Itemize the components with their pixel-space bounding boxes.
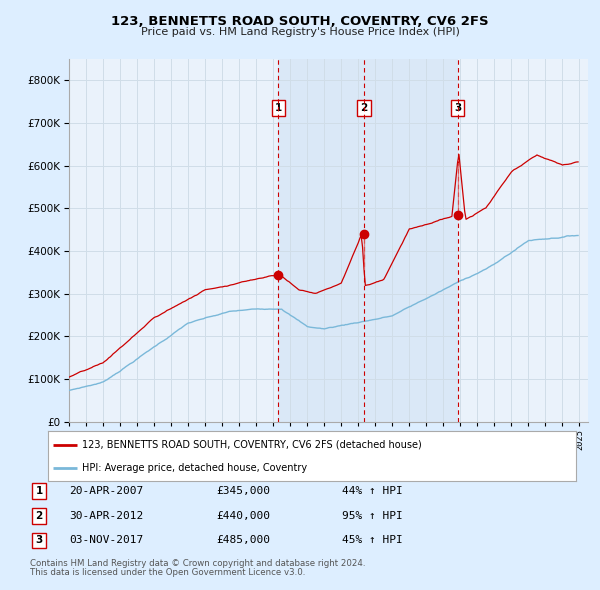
- Text: 44% ↑ HPI: 44% ↑ HPI: [342, 486, 403, 496]
- Text: 123, BENNETTS ROAD SOUTH, COVENTRY, CV6 2FS (detached house): 123, BENNETTS ROAD SOUTH, COVENTRY, CV6 …: [82, 440, 422, 450]
- Text: 1: 1: [35, 486, 43, 496]
- Text: 2: 2: [35, 511, 43, 520]
- Bar: [278, 59, 458, 422]
- Text: HPI: Average price, detached house, Coventry: HPI: Average price, detached house, Cove…: [82, 463, 307, 473]
- Text: Price paid vs. HM Land Registry's House Price Index (HPI): Price paid vs. HM Land Registry's House …: [140, 27, 460, 37]
- Text: Contains HM Land Registry data © Crown copyright and database right 2024.: Contains HM Land Registry data © Crown c…: [30, 559, 365, 568]
- Text: 95% ↑ HPI: 95% ↑ HPI: [342, 511, 403, 520]
- Text: 1: 1: [275, 103, 282, 113]
- Text: £485,000: £485,000: [216, 536, 270, 545]
- Text: 3: 3: [454, 103, 461, 113]
- Text: 20-APR-2007: 20-APR-2007: [69, 486, 143, 496]
- Text: 03-NOV-2017: 03-NOV-2017: [69, 536, 143, 545]
- Text: 45% ↑ HPI: 45% ↑ HPI: [342, 536, 403, 545]
- Text: £440,000: £440,000: [216, 511, 270, 520]
- Text: 123, BENNETTS ROAD SOUTH, COVENTRY, CV6 2FS: 123, BENNETTS ROAD SOUTH, COVENTRY, CV6 …: [111, 15, 489, 28]
- Text: £345,000: £345,000: [216, 486, 270, 496]
- Text: 30-APR-2012: 30-APR-2012: [69, 511, 143, 520]
- Text: This data is licensed under the Open Government Licence v3.0.: This data is licensed under the Open Gov…: [30, 568, 305, 577]
- Text: 2: 2: [360, 103, 368, 113]
- Text: 3: 3: [35, 536, 43, 545]
